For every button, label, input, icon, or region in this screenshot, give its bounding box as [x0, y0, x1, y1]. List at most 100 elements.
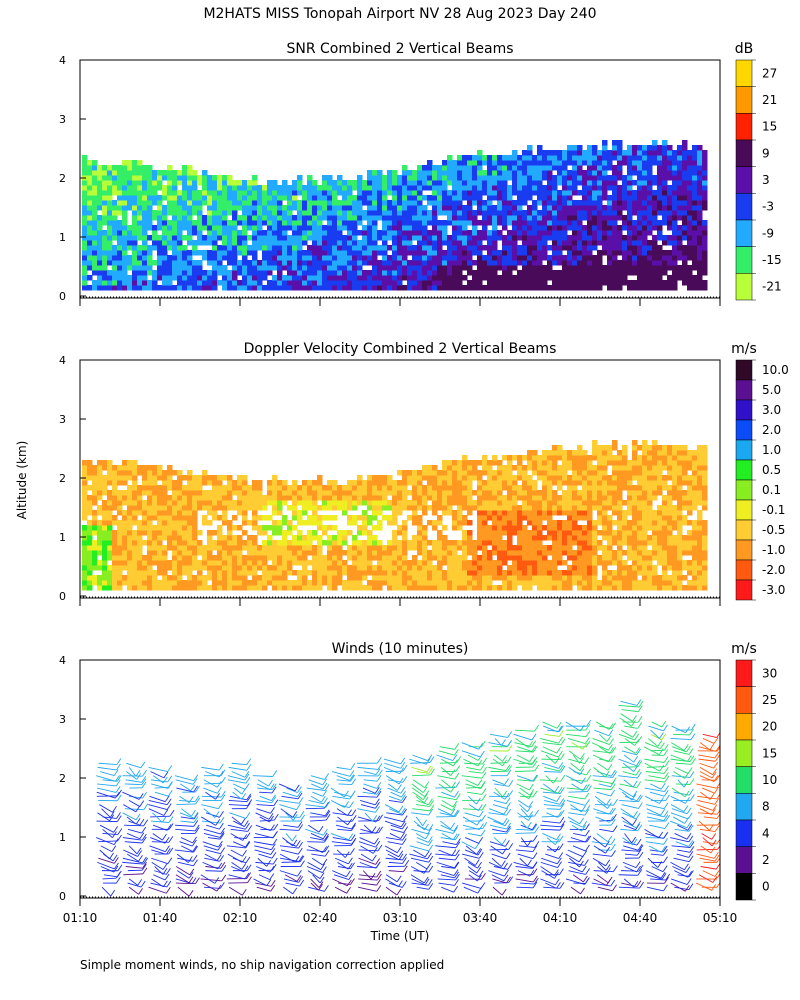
heatmap-cell — [572, 170, 578, 176]
heatmap-cell — [267, 485, 273, 491]
heatmap-cell — [507, 205, 513, 211]
heatmap-cell — [392, 175, 398, 181]
heatmap-cell — [167, 260, 173, 266]
heatmap-cell — [537, 230, 543, 236]
heatmap-cell — [667, 210, 673, 216]
heatmap-cell — [557, 225, 563, 231]
heatmap-cell — [97, 460, 103, 466]
heatmap-cell — [667, 250, 673, 256]
heatmap-cell — [357, 515, 363, 521]
colorbar-label: -3 — [762, 200, 774, 214]
heatmap-cell — [282, 225, 288, 231]
heatmap-cell — [672, 265, 678, 271]
heatmap-cell — [652, 225, 658, 231]
heatmap-cell — [277, 485, 283, 491]
heatmap-cell — [247, 485, 253, 491]
heatmap-cell — [292, 185, 298, 191]
heatmap-cell — [122, 495, 128, 501]
heatmap-cell — [92, 190, 98, 196]
heatmap-cell — [82, 210, 88, 216]
heatmap-cell — [207, 540, 213, 546]
heatmap-cell — [587, 270, 593, 276]
heatmap-cell — [692, 250, 698, 256]
heatmap-cell — [547, 220, 553, 226]
heatmap-cell — [182, 505, 188, 511]
heatmap-cell — [432, 505, 438, 511]
heatmap-cell — [212, 200, 218, 206]
heatmap-cell — [122, 210, 128, 216]
heatmap-cell — [307, 200, 313, 206]
heatmap-cell — [92, 510, 98, 516]
heatmap-cell — [567, 215, 573, 221]
heatmap-cell — [637, 235, 643, 241]
heatmap-cell — [317, 545, 323, 551]
heatmap-cell — [527, 230, 533, 236]
heatmap-cell — [267, 495, 273, 501]
heatmap-cell — [702, 205, 708, 211]
heatmap-cell — [527, 585, 533, 591]
heatmap-cell — [367, 475, 373, 481]
heatmap-cell — [267, 210, 273, 216]
heatmap-cell — [672, 165, 678, 171]
heatmap-cell — [462, 455, 468, 461]
heatmap-cell — [257, 220, 263, 226]
heatmap-cell — [332, 515, 338, 521]
heatmap-cell — [87, 195, 93, 201]
heatmap-cell — [467, 280, 473, 286]
heatmap-cell — [647, 150, 653, 156]
heatmap-cell — [112, 285, 118, 291]
heatmap-cell — [412, 540, 418, 546]
heatmap-cell — [692, 190, 698, 196]
heatmap-cell — [542, 490, 548, 496]
heatmap-cell — [337, 545, 343, 551]
heatmap-cell — [137, 470, 143, 476]
heatmap-cell — [147, 250, 153, 256]
heatmap-cell — [447, 560, 453, 566]
heatmap-cell — [112, 185, 118, 191]
heatmap-cell — [182, 520, 188, 526]
heatmap-cell — [302, 195, 308, 201]
heatmap-cell — [492, 245, 498, 251]
heatmap-cell — [112, 235, 118, 241]
heatmap-cell — [177, 570, 183, 576]
heatmap-cell — [252, 200, 258, 206]
heatmap-cell — [622, 195, 628, 201]
heatmap-cell — [137, 270, 143, 276]
heatmap-cell — [87, 285, 93, 291]
heatmap-cell — [392, 180, 398, 186]
heatmap-cell — [442, 185, 448, 191]
heatmap-cell — [277, 570, 283, 576]
heatmap-cell — [312, 275, 318, 281]
heatmap-cell — [677, 195, 683, 201]
heatmap-cell — [532, 580, 538, 586]
heatmap-cell — [127, 265, 133, 271]
heatmap-cell — [152, 515, 158, 521]
heatmap-cell — [397, 280, 403, 286]
heatmap-cell — [527, 190, 533, 196]
heatmap-cell — [657, 230, 663, 236]
heatmap-cell — [212, 280, 218, 286]
heatmap-cell — [437, 175, 443, 181]
heatmap-cell — [702, 260, 708, 266]
heatmap-cell — [402, 585, 408, 591]
heatmap-cell — [537, 220, 543, 226]
heatmap-cell — [282, 230, 288, 236]
heatmap-cell — [262, 260, 268, 266]
heatmap-cell — [152, 525, 158, 531]
heatmap-cell — [372, 190, 378, 196]
heatmap-cell — [417, 535, 423, 541]
heatmap-cell — [242, 285, 248, 291]
heatmap-cell — [502, 580, 508, 586]
heatmap-cell — [367, 495, 373, 501]
heatmap-cell — [597, 175, 603, 181]
heatmap-cell — [307, 250, 313, 256]
heatmap-cell — [592, 220, 598, 226]
heatmap-cell — [197, 265, 203, 271]
heatmap-cell — [427, 475, 433, 481]
heatmap-cell — [347, 570, 353, 576]
heatmap-cell — [147, 465, 153, 471]
heatmap-cell — [382, 220, 388, 226]
heatmap-cell — [182, 285, 188, 291]
heatmap-cell — [587, 215, 593, 221]
heatmap-cell — [82, 190, 88, 196]
